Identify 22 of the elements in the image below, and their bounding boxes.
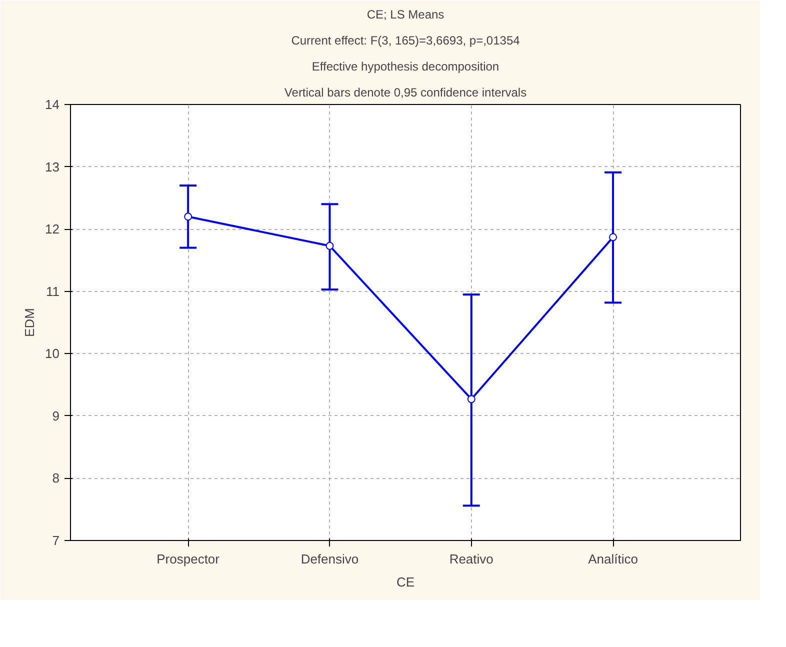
text: Effective hypothesis decomposition	[312, 60, 500, 74]
point	[609, 233, 618, 242]
y-tick-label: 12	[45, 222, 60, 237]
x-tick-label: Reativo	[449, 552, 494, 566]
point	[467, 395, 476, 404]
y-tick-label: 14	[45, 97, 60, 112]
x-tick-label: Analítico	[588, 552, 638, 566]
y-tick-label: 11	[46, 284, 60, 299]
y-tick-label: 13	[45, 159, 60, 174]
x-tick-label: Defensivo	[300, 552, 359, 566]
y-tick-label: 8	[52, 470, 60, 486]
point	[326, 242, 334, 250]
y-tick-label: 7	[52, 533, 60, 548]
chart-subtitle: Current effect: F(3, 165)=3,6693, p=,01354	[291, 34, 520, 48]
y-axis-title: EDM	[22, 308, 38, 337]
y-tick-label: 10	[45, 346, 60, 362]
y-tick-label: 9	[52, 408, 60, 424]
x-axis-title: CE	[396, 574, 415, 590]
text: Vertical bars denote 0,95 confidence intervals	[284, 86, 527, 100]
x-tick-label: Prospector	[156, 552, 220, 566]
chart-title: CE; LS Means	[366, 8, 444, 22]
point	[184, 212, 192, 221]
